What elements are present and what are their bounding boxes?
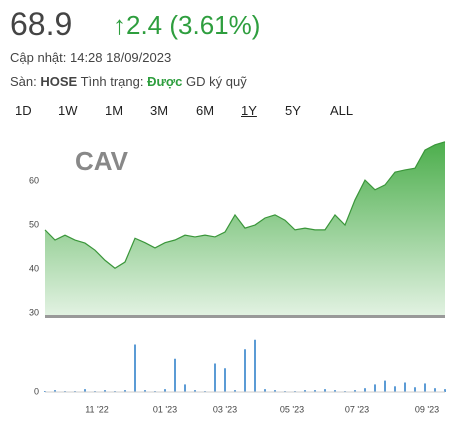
volume-bar (144, 390, 146, 392)
volume-bar (134, 344, 136, 392)
volume-bar (324, 389, 326, 392)
volume-bar (104, 390, 106, 392)
x-tick-label: 01 '23 (153, 404, 177, 414)
volume-bar (364, 388, 366, 392)
y-tick-label: 30 (29, 308, 39, 318)
baseline-band (45, 315, 445, 318)
volume-bar (184, 384, 186, 392)
range-button[interactable]: 1M (105, 103, 124, 118)
volume-bar (414, 387, 416, 392)
volume-tick-label: 0 (34, 386, 39, 396)
volume-bar (244, 349, 246, 392)
volume-bar (334, 390, 336, 392)
volume-bar (214, 363, 216, 392)
y-tick-label: 60 (29, 175, 39, 185)
volume-bar (164, 389, 166, 392)
updated: Cập nhật: 14:28 18/09/2023 (10, 50, 172, 65)
price-line (44, 141, 446, 269)
volume-bar (224, 368, 226, 392)
range-button[interactable]: 1D (15, 103, 32, 118)
x-tick-label: 05 '23 (280, 404, 304, 414)
range-selector: 1D 1W 1M 3M 6M 1Y 5Y ALL (0, 103, 454, 121)
range-button[interactable]: 1W (58, 103, 78, 118)
volume-bar (314, 390, 316, 392)
volume-bar (194, 390, 196, 392)
y-tick-label: 40 (29, 263, 39, 273)
volume-bar (234, 390, 236, 392)
chart-title: CAV (75, 146, 129, 176)
volume-bar (124, 390, 126, 392)
x-tick-label: 11 '22 (85, 404, 109, 414)
volume-bar (304, 390, 306, 392)
range-button[interactable]: 3M (150, 103, 169, 118)
status-line: Sàn: HOSE Tình trạng: Được GD ký quỹ (10, 74, 247, 89)
volume-bar (424, 383, 426, 392)
price-area (45, 141, 445, 318)
x-tick-label: 03 '23 (213, 404, 237, 414)
chart: CAV 30 40 50 60 0 11 '22 01 '23 03 '23 05 '23 07 … (29, 141, 446, 414)
exchange-label: Sàn: (10, 74, 37, 89)
x-tick-label: 09 '23 (415, 404, 439, 414)
volume-bar (394, 386, 396, 392)
volume-bar (404, 382, 406, 392)
price: 68.9 (10, 6, 73, 42)
volume-bar (84, 389, 86, 392)
status-label: Tình trạng: (80, 74, 144, 89)
range-button[interactable]: 5Y (285, 103, 301, 118)
volume-bar (374, 384, 376, 392)
range-button[interactable]: 1Y (241, 103, 257, 118)
volume-bar (54, 390, 56, 392)
volume-bar (384, 380, 386, 392)
price-change: ↑2.4 (3.61%) (113, 10, 261, 40)
volume-bar (274, 390, 276, 392)
volume-bar (434, 388, 436, 392)
x-tick-label: 07 '23 (345, 404, 369, 414)
volume-bar (264, 389, 266, 392)
y-tick-label: 50 (29, 219, 39, 229)
volume-bar (354, 390, 356, 392)
volume-bar (444, 389, 446, 392)
status: Được (147, 74, 183, 89)
exchange: HOSE (40, 74, 78, 89)
status-suffix: GD ký quỹ (186, 74, 247, 89)
volume-bar (254, 339, 256, 392)
volume-bar (174, 358, 176, 392)
range-button[interactable]: ALL (330, 103, 354, 118)
range-button[interactable]: 6M (196, 103, 215, 118)
